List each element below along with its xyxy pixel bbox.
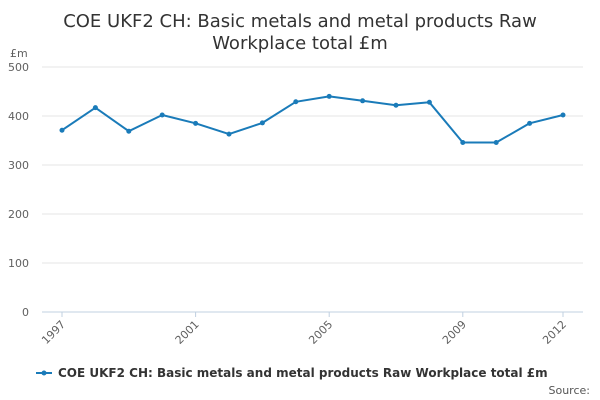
chart-title-line-1: COE UKF2 CH: Basic metals and metal prod… (63, 11, 537, 32)
x-tick-label: 2001 (173, 318, 202, 347)
y-axis-ticks: 0 100 200 300 400 500 (8, 61, 29, 319)
data-point[interactable] (460, 139, 466, 145)
data-series (59, 93, 566, 145)
x-tick-label: 2012 (540, 318, 569, 347)
gridlines (42, 66, 583, 264)
data-point[interactable] (92, 105, 98, 111)
data-point[interactable] (426, 99, 432, 105)
y-axis-unit-label: £m (10, 47, 28, 60)
legend-series-label: COE UKF2 CH: Basic metals and metal prod… (58, 366, 548, 380)
y-tick-label: 500 (8, 61, 29, 74)
data-point[interactable] (493, 139, 499, 145)
data-point[interactable] (193, 120, 199, 126)
data-point[interactable] (360, 98, 366, 104)
series-line (61, 95, 564, 144)
data-point[interactable] (326, 93, 332, 99)
y-tick-label: 200 (8, 208, 29, 221)
legend-series-marker-icon (41, 370, 47, 376)
chart-title: COE UKF2 CH: Basic metals and metal prod… (63, 11, 537, 54)
data-point[interactable] (560, 112, 566, 118)
x-tick-label: 2005 (306, 318, 335, 347)
data-point[interactable] (226, 131, 232, 137)
data-point[interactable] (126, 128, 132, 134)
y-tick-label: 100 (8, 257, 29, 270)
data-point[interactable] (293, 99, 299, 105)
data-point[interactable] (393, 102, 399, 108)
x-axis: 1997 2001 2005 2009 2012 (39, 311, 583, 347)
y-tick-label: 400 (8, 110, 29, 123)
y-tick-label: 0 (22, 306, 29, 319)
data-point[interactable] (59, 127, 65, 133)
data-point[interactable] (259, 120, 265, 126)
data-point[interactable] (527, 120, 533, 126)
chart-title-line-2: Workplace total £m (212, 33, 388, 54)
x-tick-label: 1997 (39, 318, 68, 347)
y-tick-label: 300 (8, 159, 29, 172)
x-tick-label: 2009 (440, 318, 469, 347)
data-point[interactable] (159, 112, 165, 118)
legend[interactable]: COE UKF2 CH: Basic metals and metal prod… (36, 366, 548, 380)
source-label: Source: (549, 384, 591, 397)
